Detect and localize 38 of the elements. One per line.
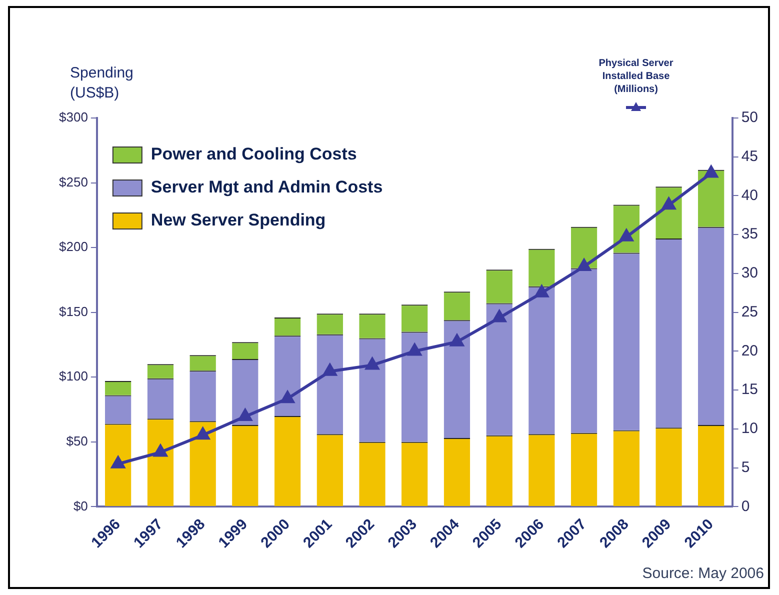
source-note: Source: May 2006 [642, 565, 764, 582]
point [196, 428, 210, 440]
y2-axis-title: Physical Server Installed Base (Millions) [598, 58, 674, 95]
point [323, 364, 337, 376]
y-axis-title: Spending (US$B) [70, 64, 134, 102]
y2-tick-label: 45 [741, 148, 758, 166]
y-tick-label: $150 [59, 304, 88, 319]
y2-tick-label: 50 [741, 109, 758, 126]
y-tick-label: $0 [73, 498, 88, 514]
y2-tick-label: 35 [741, 226, 758, 243]
point [366, 358, 379, 370]
point [408, 344, 422, 356]
y-tick-label: $50 [66, 433, 88, 448]
point [238, 409, 252, 422]
y2-tick-label: 5 [741, 458, 750, 476]
point [577, 258, 591, 271]
y2-tick-label: 20 [741, 342, 758, 360]
legend-label: Power and Cooling Costs [150, 144, 357, 164]
y2-tick-label: 25 [741, 303, 758, 320]
y2-tick-label: 30 [741, 264, 758, 282]
y2-tick-label: 15 [741, 381, 758, 398]
y2-tick-label: 10 [741, 420, 758, 438]
y2-tick-label: 0 [741, 498, 750, 515]
point [280, 391, 294, 404]
point [450, 334, 464, 346]
y-tick-label: $200 [59, 239, 88, 254]
point [111, 456, 125, 468]
point [154, 444, 168, 457]
point [704, 166, 718, 178]
point [535, 285, 548, 298]
y-tick-label: $250 [59, 174, 88, 190]
y-tick-label: $300 [59, 110, 88, 125]
point [492, 310, 506, 322]
y-tick-label: $100 [59, 368, 88, 384]
point [662, 198, 676, 210]
legend-label: Server Mgt and Admin Costs [150, 178, 383, 197]
y2-tick-label: 40 [741, 186, 758, 204]
legend-label: New Server Spending [150, 210, 326, 230]
